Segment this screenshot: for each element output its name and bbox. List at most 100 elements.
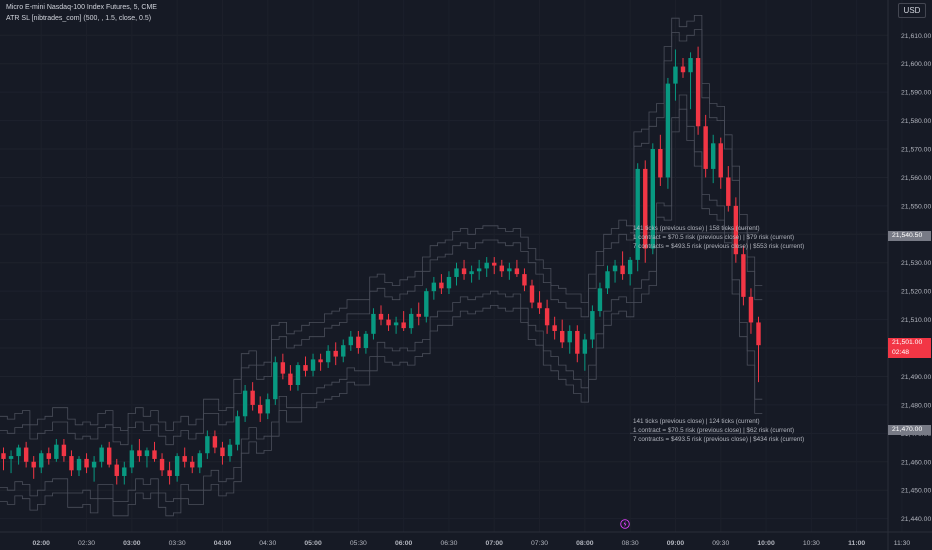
time-axis: 02:00 02:30 03:00 03:30 04:00 04:30 05:00 05:30… — [33, 540, 911, 547]
upper-contracts-text: 7 contracts = $493.5 risk (previous clos… — [633, 243, 805, 250]
lower-contracts-text: 7 contracts = $493.5 risk (previous clos… — [633, 436, 805, 443]
candle-body — [544, 308, 550, 326]
candle-up — [310, 353, 316, 377]
candle-body — [393, 322, 399, 326]
candle-up — [371, 308, 376, 340]
y-tick-label: 21,570.00 — [901, 147, 931, 154]
candle-up — [99, 444, 104, 468]
candles — [1, 46, 761, 485]
candle-body — [288, 373, 293, 385]
candle-up — [393, 316, 399, 334]
candle-body — [54, 444, 59, 459]
candle-body — [69, 456, 74, 471]
candle-body — [499, 265, 504, 272]
candle-up — [476, 259, 482, 280]
candle-up — [688, 52, 693, 110]
x-tick-label: 04:30 — [259, 540, 276, 547]
candle-body — [431, 282, 437, 292]
candle-down — [152, 441, 157, 462]
x-tick-label: 07:30 — [531, 540, 548, 547]
candle-up — [567, 325, 572, 354]
lower-stop-price-tag: 21,470.00 — [888, 425, 931, 435]
lower-risk-annotation: 141 ticks (previous close) | 124 ticks (… — [633, 417, 804, 444]
lower-ticks-text: 141 ticks (previous close) | 124 ticks (… — [633, 418, 760, 425]
currency-button[interactable]: USD — [898, 3, 926, 18]
x-tick-label: 03:00 — [123, 540, 141, 547]
candle-down — [303, 356, 308, 377]
candle-down — [544, 299, 550, 334]
candle-body — [220, 447, 225, 457]
price-axis: 21,440.0021,450.0021,460.0021,470.0021,4… — [901, 33, 931, 523]
candle-down — [107, 441, 112, 468]
candle-down — [23, 441, 29, 468]
candle-up — [507, 262, 512, 280]
candle-body — [378, 313, 384, 320]
bar-countdown: 02:48 — [892, 349, 910, 356]
candle-body — [348, 336, 353, 346]
candle-body — [560, 330, 565, 343]
candle-body — [250, 390, 255, 405]
candle-body — [99, 447, 104, 462]
candle-up — [484, 257, 489, 277]
symbol-title[interactable]: Micro E-mini Nasdaq-100 Index Futures, 5… — [6, 4, 157, 11]
candle-down — [552, 316, 557, 340]
candle-down — [378, 305, 384, 326]
candle-body — [190, 461, 195, 468]
x-tick-label: 09:00 — [667, 540, 685, 547]
candle-up — [597, 282, 603, 317]
candle-body — [590, 311, 595, 340]
candle-body — [627, 259, 633, 275]
candle-body — [703, 126, 708, 169]
candle-up — [273, 356, 278, 405]
atr-lower-band-outer — [0, 108, 763, 517]
candle-body — [756, 322, 761, 346]
x-tick-label: 10:30 — [803, 540, 820, 547]
lower-contract-text: 1 contract = $70.5 risk (previous close)… — [633, 427, 795, 434]
candle-down — [46, 447, 51, 465]
x-tick-label: 03:30 — [169, 540, 186, 547]
y-tick-label: 21,460.00 — [901, 459, 931, 466]
candle-up — [582, 333, 588, 371]
candle-down — [288, 365, 293, 391]
x-tick-label: 08:00 — [576, 540, 594, 547]
atr-upper-band-outer — [0, 15, 763, 431]
candle-body — [680, 66, 686, 73]
candle-up — [235, 410, 240, 451]
candle-body — [205, 436, 210, 454]
candle-body — [197, 453, 202, 468]
candle-down — [31, 456, 36, 479]
x-tick-label: 04:00 — [214, 540, 232, 547]
candle-body — [582, 339, 588, 354]
candle-down — [703, 114, 708, 178]
candle-body — [461, 268, 467, 275]
candle-body — [401, 322, 406, 329]
candle-body — [575, 330, 580, 354]
candle-body — [23, 447, 29, 462]
candle-body — [159, 458, 165, 471]
candle-body — [1, 453, 6, 459]
atr-stop-bands — [0, 15, 763, 517]
x-tick-label: 11:30 — [894, 540, 911, 547]
x-tick-label: 06:30 — [440, 540, 457, 547]
candle-body — [107, 447, 112, 465]
candle-body — [8, 456, 14, 459]
candle-body — [129, 450, 135, 468]
x-tick-label: 02:00 — [33, 540, 51, 547]
y-tick-label: 21,440.00 — [901, 516, 931, 523]
upper-stop-price-tag: 21,540.50 — [888, 231, 931, 241]
candle-down — [401, 311, 406, 331]
candle-body — [227, 444, 233, 457]
candle-up — [144, 447, 150, 468]
candle-down — [575, 325, 580, 363]
lightning-icon[interactable] — [620, 518, 630, 530]
y-tick-label: 21,560.00 — [901, 175, 931, 182]
candle-body — [363, 333, 369, 349]
lightning-icon-glyph — [620, 519, 630, 529]
last-price-value: 21,501.00 — [892, 339, 923, 346]
indicator-title[interactable]: ATR SL [nibtrades_com] (500, , 1.5, clos… — [6, 15, 152, 22]
candle-body — [114, 464, 119, 476]
candle-body — [726, 177, 731, 206]
candle-body — [529, 285, 535, 303]
candle-body — [46, 453, 51, 459]
